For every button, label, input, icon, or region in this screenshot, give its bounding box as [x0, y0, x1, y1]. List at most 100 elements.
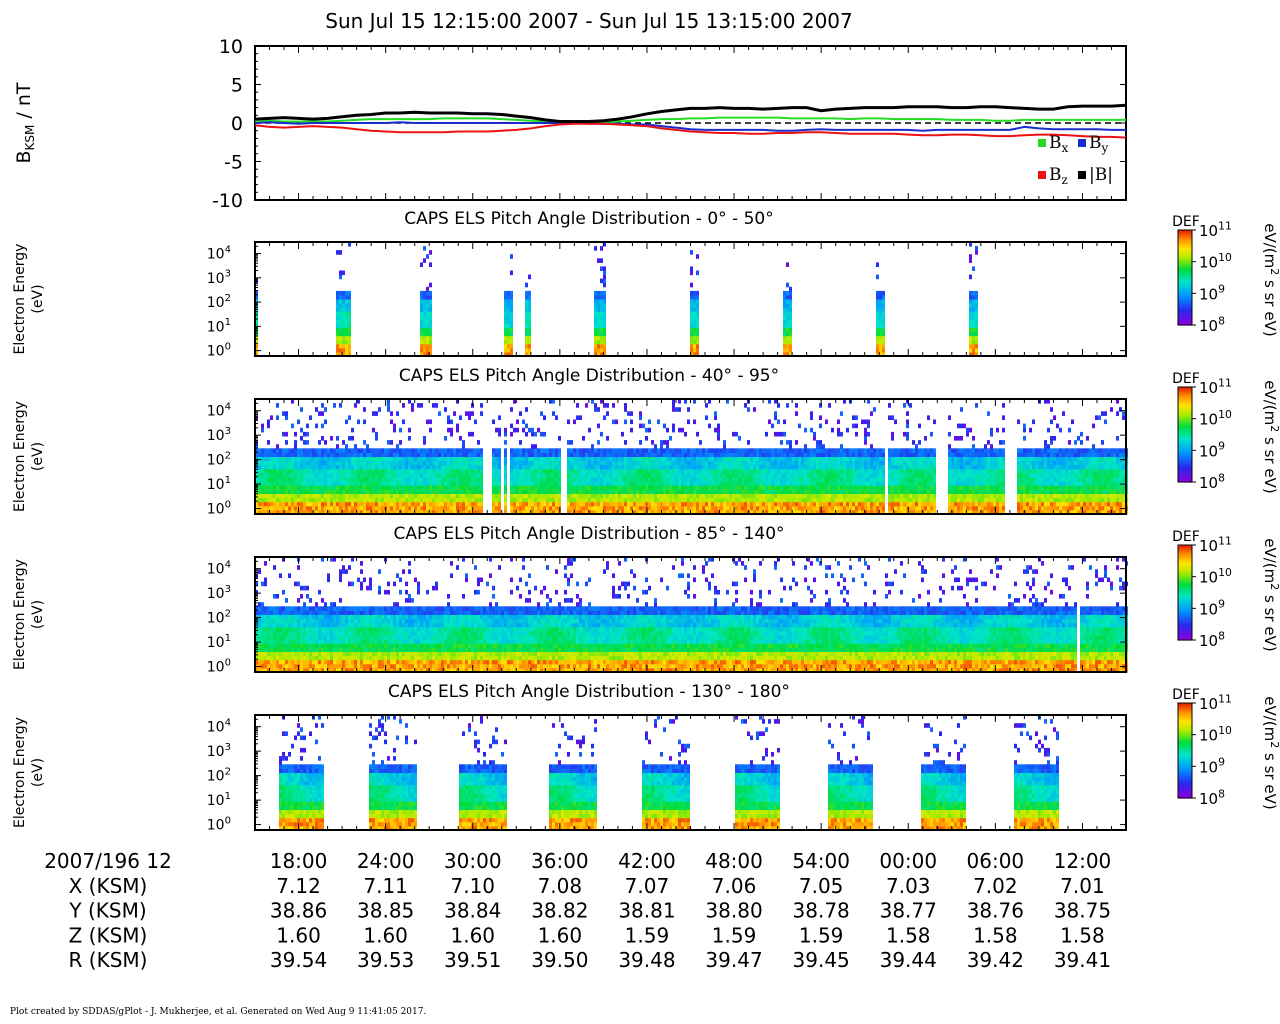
heatmap-cell	[342, 493, 345, 499]
heatmap-cell	[438, 477, 441, 482]
heatmap-cell	[786, 501, 789, 507]
heatmap-cell	[810, 505, 813, 511]
heatmap-cell	[405, 501, 408, 507]
heatmap-cell	[789, 327, 792, 333]
heatmap-cell	[675, 485, 678, 490]
heatmap-cell	[495, 505, 498, 511]
heatmap-cell	[372, 468, 375, 474]
heatmap-cell	[666, 505, 669, 511]
heatmap-cell	[603, 266, 606, 271]
heatmap-cell	[504, 343, 507, 349]
heatmap-cell	[645, 477, 648, 482]
heatmap-cell	[699, 481, 702, 486]
heatmap-cell	[474, 448, 477, 453]
heatmap-cell	[702, 509, 705, 515]
heatmap-cell	[783, 343, 786, 349]
heatmap-cell	[528, 448, 531, 453]
heatmap-cell	[402, 452, 405, 457]
heatmap-cell	[660, 448, 663, 453]
heatmap-cell	[504, 339, 507, 345]
heatmap-cell	[435, 509, 438, 515]
heatmap-cell	[858, 493, 861, 499]
heatmap-cell	[798, 452, 801, 457]
colorbar-tick-label: 1010	[1199, 251, 1232, 272]
heatmap-cell	[675, 509, 678, 515]
heatmap-cell	[816, 481, 819, 486]
heatmap-cell	[261, 456, 264, 462]
heatmap-cell	[990, 481, 993, 486]
heatmap-cell	[891, 485, 894, 490]
heatmap-cell	[1017, 419, 1020, 425]
heatmap-cell	[1020, 460, 1023, 466]
heatmap-cell	[423, 509, 426, 515]
heatmap-cell	[690, 351, 693, 357]
heatmap-cell	[372, 505, 375, 511]
heatmap-cell	[870, 497, 873, 503]
heatmap-cell	[267, 501, 270, 507]
heatmap-cell	[306, 472, 309, 478]
heatmap-cell	[870, 493, 873, 499]
heatmap-cell	[594, 489, 597, 494]
heatmap-cell	[381, 468, 384, 474]
heatmap-cell	[591, 481, 594, 486]
heatmap-cell	[915, 485, 918, 490]
heatmap-cell	[669, 436, 672, 441]
heatmap-cell	[456, 460, 459, 466]
heatmap-cell	[510, 294, 513, 300]
heatmap-cell	[1002, 460, 1005, 466]
colorbar-cell	[1178, 281, 1192, 285]
heatmap-cell	[606, 436, 609, 441]
heatmap-cell	[978, 472, 981, 478]
heatmap-cell	[798, 468, 801, 474]
heatmap-cell	[387, 448, 390, 453]
heatmap-cell	[846, 468, 849, 474]
heatmap-cell	[876, 485, 879, 490]
heatmap-cell	[1023, 448, 1026, 453]
heatmap-cell	[303, 460, 306, 466]
heatmap-cell	[600, 456, 603, 462]
heatmap-cell	[927, 505, 930, 511]
heatmap-cell	[831, 452, 834, 457]
heatmap-cell	[615, 468, 618, 474]
heatmap-cell	[582, 493, 585, 499]
heatmap-cell	[648, 497, 651, 503]
heatmap-cell	[750, 489, 753, 494]
heatmap-cell	[648, 452, 651, 457]
heatmap-cell	[738, 489, 741, 494]
heatmap-cell	[639, 415, 642, 420]
heatmap-cell	[414, 448, 417, 453]
heatmap-cell	[834, 489, 837, 494]
heatmap-cell	[696, 315, 699, 320]
heatmap-cell	[687, 464, 690, 470]
heatmap-cell	[309, 468, 312, 474]
heatmap-cell	[954, 472, 957, 478]
heatmap-cell	[519, 493, 522, 499]
heatmap-cell	[756, 505, 759, 511]
heatmap-cell	[336, 331, 339, 337]
heatmap-cell	[417, 460, 420, 466]
heatmap-cell	[339, 477, 342, 482]
heatmap-cell	[612, 505, 615, 511]
heatmap-cell	[546, 481, 549, 486]
heatmap-cell	[882, 485, 885, 490]
heatmap-cell	[900, 460, 903, 466]
heatmap-cell	[801, 501, 804, 507]
heatmap-cell	[612, 448, 615, 453]
heatmap-cell	[861, 489, 864, 494]
heatmap-cell	[849, 472, 852, 478]
heatmap-cell	[606, 489, 609, 494]
heatmap-cell	[582, 501, 585, 507]
heatmap-cell	[684, 464, 687, 470]
heatmap-cell	[987, 489, 990, 494]
heatmap-cell	[255, 468, 258, 474]
heatmap-cell	[873, 464, 876, 470]
heatmap-cell	[531, 485, 534, 490]
heatmap-cell	[645, 485, 648, 490]
heatmap-cell	[870, 485, 873, 490]
heatmap-cell	[801, 505, 804, 511]
heatmap-cell	[849, 468, 852, 474]
heatmap-cell	[969, 448, 972, 453]
heatmap-cell	[471, 489, 474, 494]
heatmap-cell	[735, 493, 738, 499]
heatmap-cell	[264, 497, 267, 503]
